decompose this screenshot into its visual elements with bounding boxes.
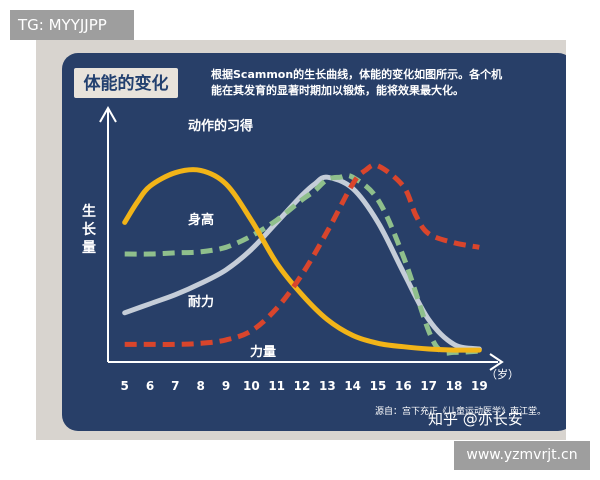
x-tick-11: 11 <box>268 379 285 393</box>
x-tick-12: 12 <box>294 379 311 393</box>
x-tick-7: 7 <box>171 379 179 393</box>
x-tick-13: 13 <box>319 379 336 393</box>
series-line-3 <box>124 162 480 347</box>
series-line-2 <box>122 174 482 352</box>
credit-watermark: 知乎 @亦长安 <box>428 410 523 428</box>
chart-description-line2: 能在其发育的显著时期加以锻炼，能将效果最大化。 <box>211 83 464 97</box>
x-tick-labels: 5 6 7 8 9 10 11 12 13 14 15 16 17 18 19 <box>120 379 487 393</box>
series-line-0 <box>122 167 482 353</box>
x-tick-8: 8 <box>196 379 204 393</box>
x-tick-19: 19 <box>471 379 488 393</box>
x-axis-arrow <box>489 353 504 371</box>
source-note: 源自：宫下充正《儿童运动医学》南江堂。 <box>375 405 546 417</box>
y-axis-arrow <box>99 105 117 123</box>
x-unit-label: （岁） <box>486 367 519 381</box>
chart-panel <box>62 53 566 431</box>
x-tick-18: 18 <box>446 379 463 393</box>
chart-title: 体能的变化 <box>84 73 169 94</box>
watermark-bottom: www.yzmvrjt.cn <box>454 441 590 470</box>
title-box <box>74 68 178 98</box>
x-tick-10: 10 <box>243 379 260 393</box>
watermark-top: TG: MYYJJPP <box>10 10 134 40</box>
y-axis-label: 生长量 <box>82 203 97 256</box>
x-tick-5: 5 <box>120 379 128 393</box>
x-tick-16: 16 <box>395 379 412 393</box>
x-tick-17: 17 <box>420 379 437 393</box>
series-label-2: 耐力 <box>188 294 214 310</box>
chart-description-line1: 根据Scammon的生长曲线，体能的变化如图所示。各个机 <box>211 67 502 81</box>
x-tick-9: 9 <box>222 379 230 393</box>
series-label-1: 身高 <box>188 212 214 228</box>
series-line-1 <box>124 172 480 356</box>
x-tick-14: 14 <box>344 379 361 393</box>
axes <box>99 105 504 371</box>
series-label-3: 力量 <box>250 344 276 360</box>
series-label-0: 动作的习得 <box>188 118 253 134</box>
photo: 体能的变化 根据Scammon的生长曲线，体能的变化如图所示。各个机 能在其发育… <box>36 40 566 440</box>
series-layer <box>122 162 482 356</box>
growth-chart: 体能的变化 根据Scammon的生长曲线，体能的变化如图所示。各个机 能在其发育… <box>74 67 546 428</box>
x-tick-6: 6 <box>146 379 154 393</box>
x-tick-15: 15 <box>370 379 387 393</box>
